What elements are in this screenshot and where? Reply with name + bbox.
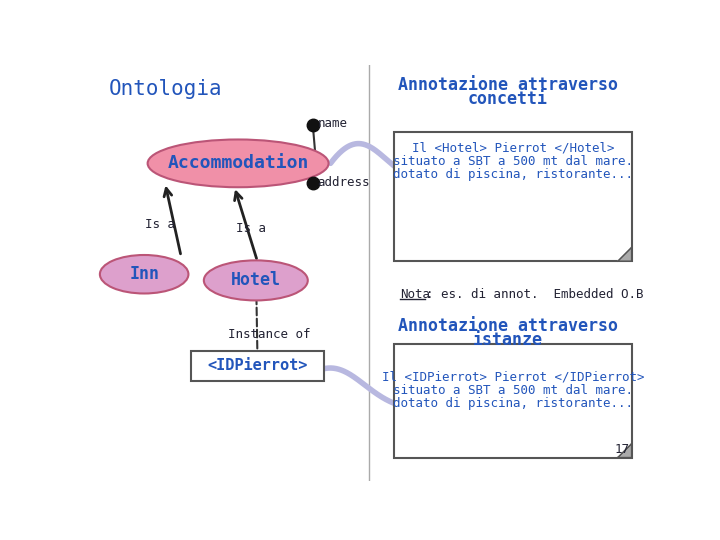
Ellipse shape xyxy=(100,255,189,294)
Bar xyxy=(191,351,323,381)
Polygon shape xyxy=(618,247,631,261)
Text: istanze: istanze xyxy=(472,331,543,349)
Text: 17: 17 xyxy=(614,443,629,456)
Text: dotato di piscina, ristorante...: dotato di piscina, ristorante... xyxy=(393,168,633,181)
Polygon shape xyxy=(618,247,631,261)
Text: address: address xyxy=(318,176,370,189)
Text: Is a: Is a xyxy=(145,219,174,232)
Text: Il <Hotel> Pierrot </Hotel>: Il <Hotel> Pierrot </Hotel> xyxy=(412,141,614,154)
Bar xyxy=(395,343,631,457)
Text: Inn: Inn xyxy=(129,265,159,284)
Text: Annotazione attraverso: Annotazione attraverso xyxy=(397,318,618,335)
Polygon shape xyxy=(618,444,631,457)
Text: situato a SBT a 500 mt dal mare.: situato a SBT a 500 mt dal mare. xyxy=(393,384,633,397)
Polygon shape xyxy=(618,444,631,457)
Text: Nota: Nota xyxy=(400,288,430,301)
Text: Hotel: Hotel xyxy=(231,272,281,289)
Text: Accommodation: Accommodation xyxy=(168,154,309,172)
Text: Instance of: Instance of xyxy=(228,328,310,341)
Ellipse shape xyxy=(148,139,328,187)
Text: name: name xyxy=(318,117,348,130)
Text: dotato di piscina, ristorante...: dotato di piscina, ristorante... xyxy=(393,397,633,410)
Ellipse shape xyxy=(204,260,307,300)
Text: : es. di annot.  Embedded O.B: : es. di annot. Embedded O.B xyxy=(426,288,644,301)
Text: Annotazione attraverso: Annotazione attraverso xyxy=(397,76,618,94)
Text: Is a: Is a xyxy=(236,221,266,234)
Text: Ontologia: Ontologia xyxy=(109,79,222,99)
Text: <IDPierrot>: <IDPierrot> xyxy=(207,359,307,373)
Text: Il <IDPierrot> Pierrot </IDPierrot>: Il <IDPierrot> Pierrot </IDPierrot> xyxy=(382,370,644,383)
Text: situato a SBT a 500 mt dal mare.: situato a SBT a 500 mt dal mare. xyxy=(393,156,633,168)
Bar xyxy=(395,132,631,261)
Text: concetti: concetti xyxy=(467,90,548,108)
